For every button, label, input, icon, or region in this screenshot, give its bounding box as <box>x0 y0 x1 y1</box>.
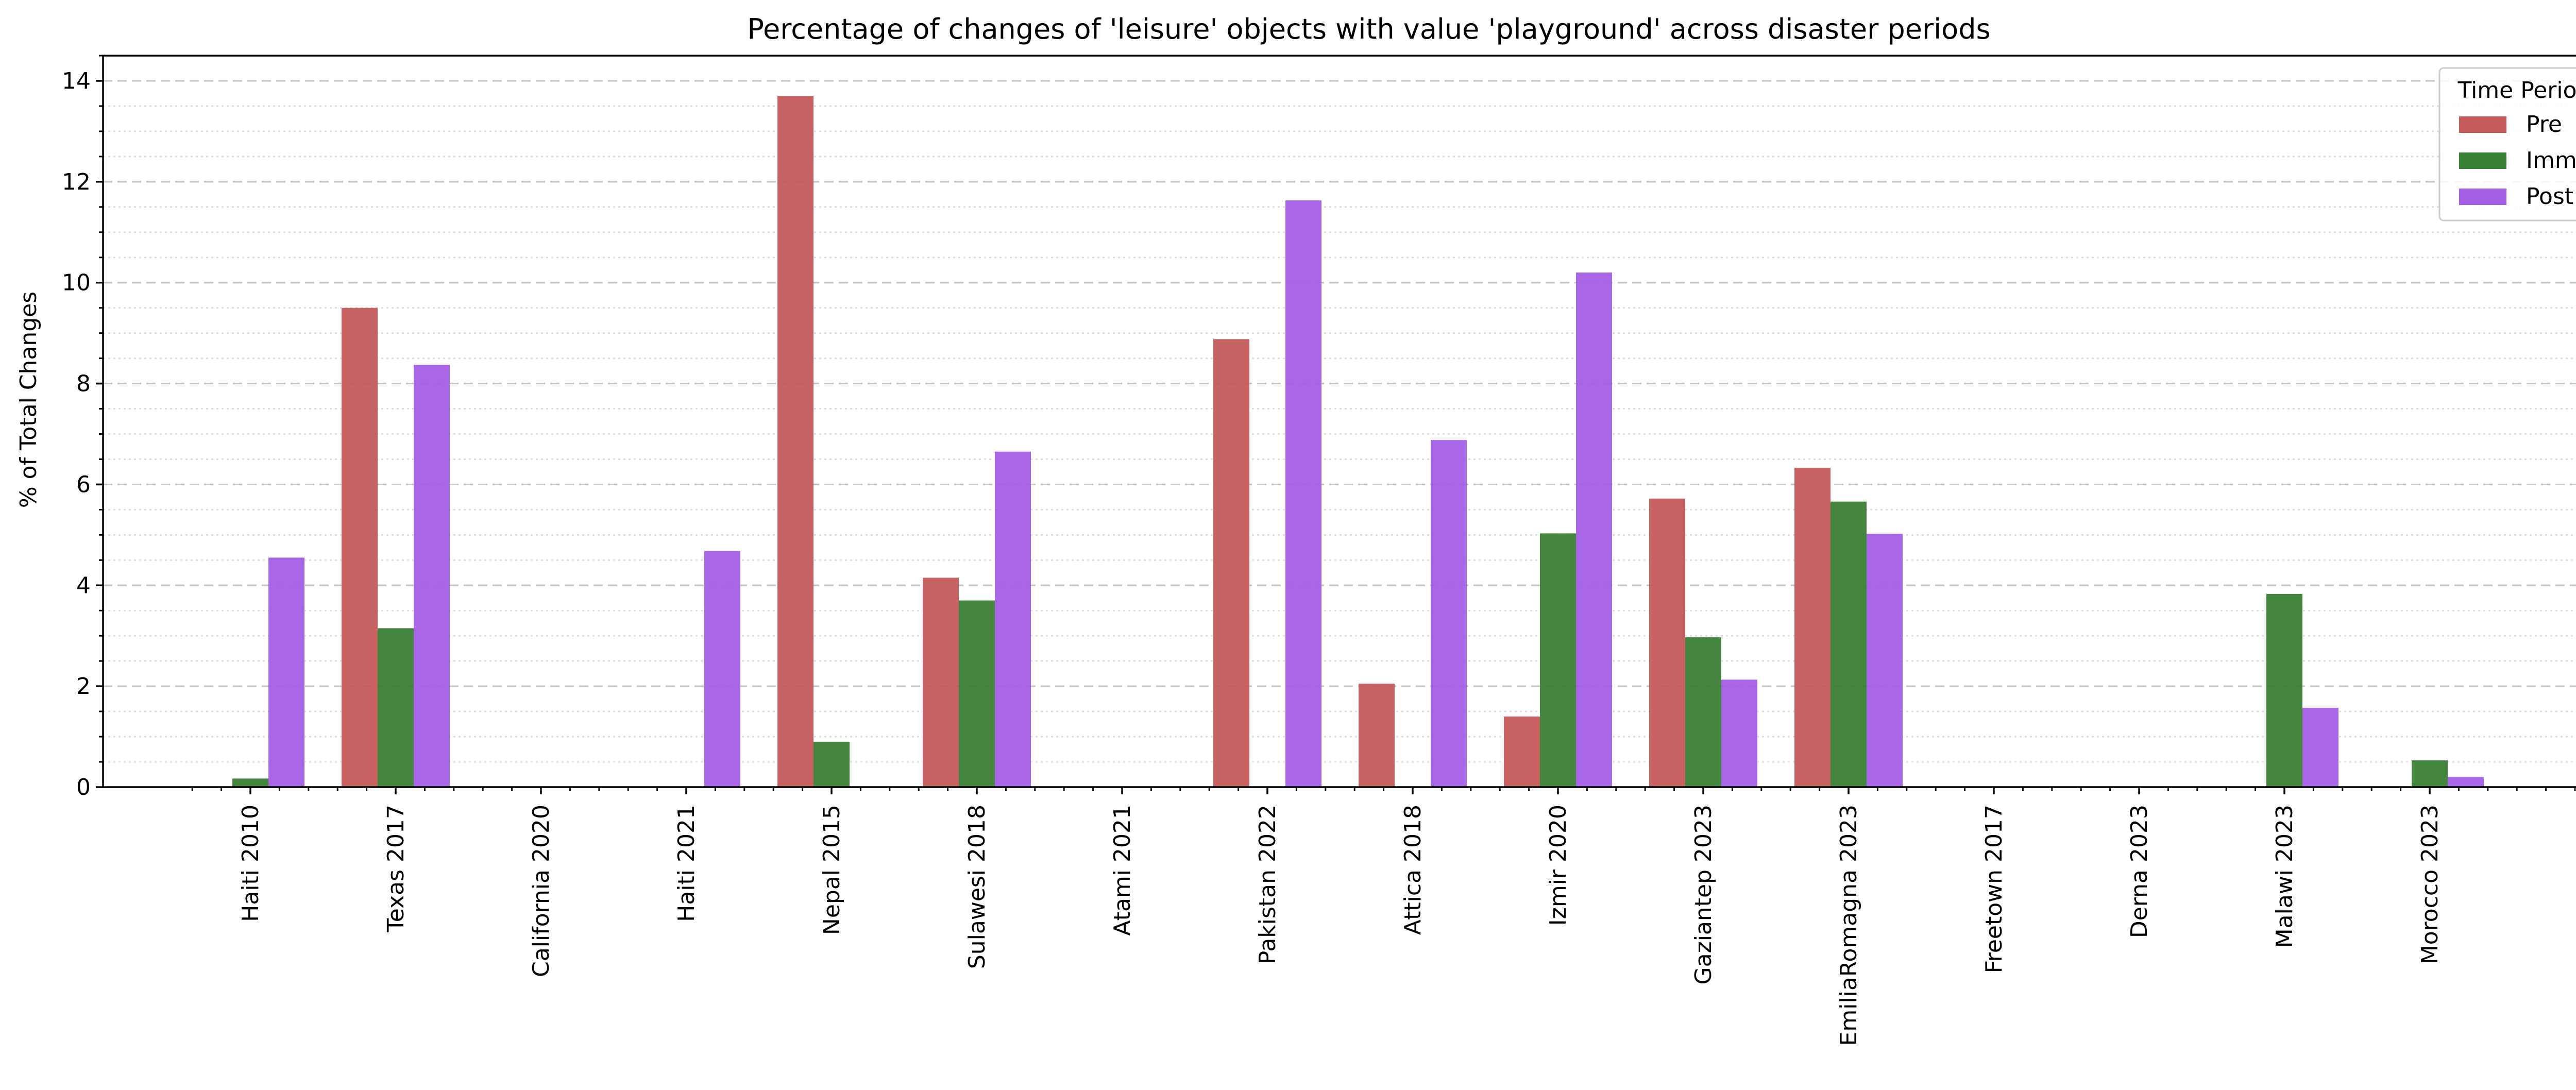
x-tick-label: Atami 2021 <box>1109 805 1136 936</box>
bar-pre <box>1649 498 1685 787</box>
bar-post <box>1431 440 1467 787</box>
legend-box <box>2438 67 2576 222</box>
bar-pre <box>1359 684 1395 787</box>
bar-imm <box>2412 760 2448 787</box>
x-tick-label: Haiti 2021 <box>673 805 700 922</box>
bar-pre <box>1794 468 1831 787</box>
x-tick-label: Gaziantep 2023 <box>1690 805 1717 984</box>
bar-post <box>268 557 304 787</box>
bar-imm <box>1685 637 1721 787</box>
bar-post <box>704 551 740 787</box>
bar-imm <box>959 600 995 787</box>
grid-layer <box>103 55 2576 763</box>
x-tick-label: Izmir 2020 <box>1545 805 1571 926</box>
chart-title: Percentage of changes of 'leisure' objec… <box>747 13 1990 45</box>
y-tick-label: 6 <box>76 471 91 498</box>
x-tick-label: Haiti 2010 <box>238 805 264 922</box>
x-tick-label: EmiliaRomagna 2023 <box>1836 805 1862 1046</box>
bar-post <box>1721 679 1757 787</box>
y-tick-label: 8 <box>76 371 91 397</box>
bar-pre <box>342 308 378 787</box>
x-tick-label: Derna 2023 <box>2126 805 2153 938</box>
legend-swatch-post <box>2459 189 2506 205</box>
bar-imm <box>232 778 268 787</box>
bars-layer <box>232 96 2484 788</box>
x-tick-label: Freetown 2017 <box>1981 805 2007 973</box>
y-tick-label: 2 <box>76 673 91 700</box>
bar-post <box>1576 272 1612 787</box>
legend-label-pre: Pre <box>2526 111 2562 138</box>
bar-pre <box>1504 716 1540 787</box>
legend-label-imm: Imm <box>2526 147 2576 174</box>
x-tick-label: Malawi 2023 <box>2272 805 2298 948</box>
legend-title: Time Period <box>2458 77 2576 104</box>
y-tick-label: 0 <box>76 774 91 801</box>
x-tick-label: Pakistan 2022 <box>1255 805 1281 964</box>
bar-imm <box>2266 593 2302 787</box>
x-tick-label: Nepal 2015 <box>819 805 845 935</box>
x-tick-label: Sulawesi 2018 <box>964 805 990 969</box>
x-tick-label: Attica 2018 <box>1400 805 1426 935</box>
bar-post <box>2302 708 2338 787</box>
bar-imm <box>378 628 414 787</box>
bar-pre <box>923 577 959 787</box>
bar-pre <box>1213 339 1249 787</box>
bar-post <box>414 365 450 787</box>
y-tick-label: 14 <box>62 68 91 94</box>
bar-imm <box>1540 533 1576 787</box>
x-tick-label: Morocco 2023 <box>2417 805 2443 964</box>
bar-post <box>1867 534 1903 787</box>
y-axis-label: % of Total Changes <box>15 292 42 508</box>
bar-post <box>995 451 1031 787</box>
x-tick-label: California 2020 <box>528 805 554 977</box>
bar-post <box>2448 777 2484 787</box>
bar-imm <box>1831 501 1867 787</box>
axes-layer: 0 2 4 6 8 10 12 14 Haiti 2010 Texas 2017 Californi… <box>62 55 2576 1046</box>
legend-swatch-pre <box>2459 116 2506 133</box>
plot-frame <box>102 55 2576 788</box>
bar-post <box>1285 200 1321 788</box>
bar-pre <box>777 96 814 787</box>
bar-imm <box>814 741 850 787</box>
legend: Time Period Pre Imm Post <box>2438 67 2576 222</box>
y-tick-label: 4 <box>76 572 91 599</box>
legend-swatch-imm <box>2459 152 2506 169</box>
x-tick-label: Texas 2017 <box>383 805 409 933</box>
y-tick-label: 12 <box>62 169 91 195</box>
y-tick-label: 10 <box>62 270 91 296</box>
legend-label-post: Post <box>2526 183 2573 210</box>
